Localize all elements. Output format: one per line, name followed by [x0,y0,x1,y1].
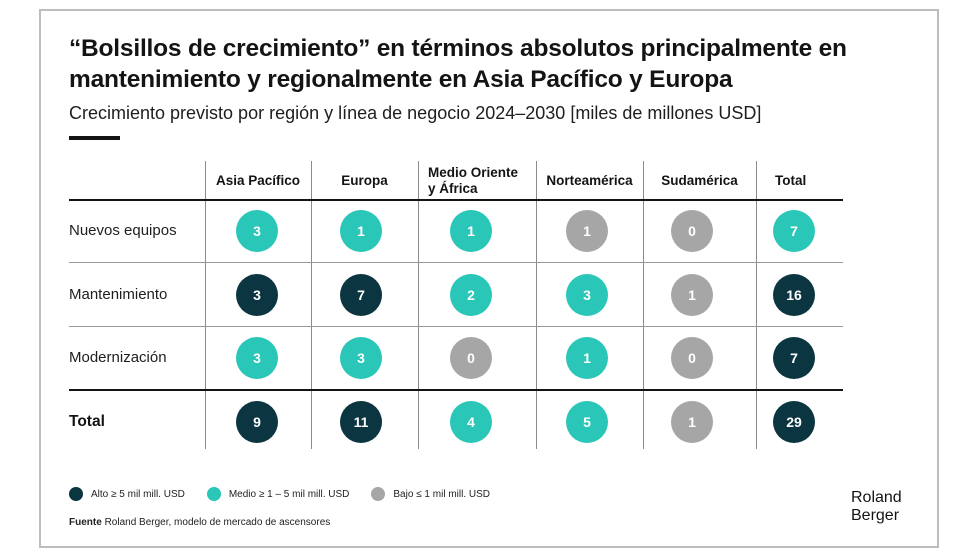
value-dot-nuevos-equipos-medio-oriente-y-africa: 1 [450,210,492,252]
chart-subtitle: Crecimiento previsto por región y línea … [69,103,762,123]
value-dot-nuevos-equipos-norteamerica: 1 [566,210,608,252]
legend-item-medio: Medio ≥ 1 – 5 mil mill. USD [206,487,350,501]
value-dot-mantenimiento-medio-oriente-y-africa: 2 [450,274,492,316]
row-divider [69,262,843,263]
logo-line-2: Berger [851,507,900,524]
chart-frame: “Bolsillos de crecimiento” en términos a… [39,9,939,548]
legend-label-medio: Medio ≥ 1 – 5 mil mill. USD [228,488,350,500]
legend-item-bajo: Bajo ≤ 1 mil mill. USD [371,487,490,501]
value-dot-nuevos-equipos-asia-pacifico: 3 [236,210,278,252]
value-dot-mantenimiento-asia-pacifico: 3 [236,274,278,316]
column-header-asia-pacifico: Asia Pacífico [215,173,301,188]
value-dot-modernizacion-sudamerica: 0 [671,337,713,379]
logo-line-1: Roland [851,489,902,506]
column-divider [536,161,537,449]
legend-label-bajo: Bajo ≤ 1 mil mill. USD [393,488,490,500]
row-label-nuevos-equipos: Nuevos equipos [69,222,177,239]
column-header-europa: Europa [341,173,388,188]
value-dot-mantenimiento-total: 16 [773,274,815,316]
row-label-mantenimiento: Mantenimiento [69,286,168,303]
value-dot-modernizacion-norteamerica: 1 [566,337,608,379]
value-dot-nuevos-equipos-total: 7 [773,210,815,252]
value-dot-total-sudamerica: 1 [671,401,713,443]
value-dot-nuevos-equipos-sudamerica: 0 [671,210,713,252]
legend-dot-medio [206,487,221,501]
row-divider-bold [69,389,843,391]
value-dot-modernizacion-asia-pacifico: 3 [236,337,278,379]
value-dot-total-norteamerica: 5 [566,401,608,443]
row-label-modernizacion: Modernización [69,349,167,366]
column-header-total: Total [775,173,807,188]
column-header-sudamerica: Sudamérica [661,173,738,188]
legend-dot-bajo [371,487,386,501]
value-dot-mantenimiento-norteamerica: 3 [566,274,608,316]
legend: Alto ≥ 5 mil mill. USD Medio ≥ 1 – 5 mil… [69,487,512,501]
value-dot-mantenimiento-sudamerica: 1 [671,274,713,316]
column-divider [311,161,312,449]
row-divider [69,326,843,327]
column-header-medio-oriente-y-africa: Medio Oriente y África [428,165,519,196]
value-dot-total-europa: 11 [340,401,382,443]
source-text: Roland Berger, modelo de mercado de asce… [104,517,331,528]
row-label-total: Total [69,413,105,430]
roland-berger-logo: Roland Berger [851,489,911,525]
column-header-norteamerica: Norteamérica [546,173,633,188]
value-dot-modernizacion-europa: 3 [340,337,382,379]
title-underline [69,136,120,140]
legend-dot-alto [69,487,83,501]
value-dot-modernizacion-total: 7 [773,337,815,379]
value-dot-modernizacion-medio-oriente-y-africa: 0 [450,337,492,379]
value-dot-total-total: 29 [773,401,815,443]
value-dot-nuevos-equipos-europa: 1 [340,210,382,252]
source-note: Fuente Roland Berger, modelo de mercado … [69,517,330,528]
row-divider-bold [69,199,843,201]
legend-item-alto: Alto ≥ 5 mil mill. USD [69,487,185,501]
value-dot-total-medio-oriente-y-africa: 4 [450,401,492,443]
column-divider [205,161,206,449]
column-divider [756,161,757,449]
column-divider [643,161,644,449]
legend-label-alto: Alto ≥ 5 mil mill. USD [91,488,185,500]
value-dot-total-asia-pacifico: 9 [236,401,278,443]
column-divider [418,161,419,449]
source-label: Fuente [69,517,102,528]
value-dot-mantenimiento-europa: 7 [340,274,382,316]
chart-title: “Bolsillos de crecimiento” en términos a… [69,35,847,93]
